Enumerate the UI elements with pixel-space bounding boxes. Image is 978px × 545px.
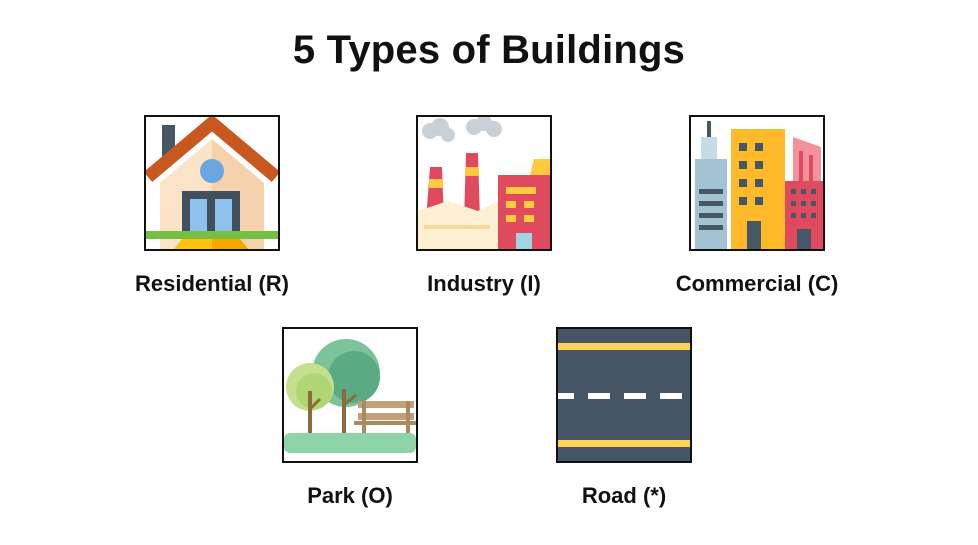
- road-icon: [556, 327, 692, 463]
- building-card-park: Park (O): [250, 327, 450, 509]
- factory-icon: [416, 115, 552, 251]
- building-label-residential: Residential (R): [134, 271, 290, 296]
- building-label-commercial: Commercial (C): [675, 271, 839, 296]
- building-card-industry: Industry (I): [384, 115, 584, 297]
- building-card-residential: Residential (R): [112, 115, 312, 297]
- house-icon: [144, 115, 280, 251]
- building-card-commercial: Commercial (C): [657, 115, 857, 297]
- office-buildings-icon: [689, 115, 825, 251]
- building-label-road: Road (*): [581, 483, 667, 508]
- park-icon: [282, 327, 418, 463]
- page-title: 5 Types of Buildings: [292, 28, 686, 72]
- building-card-road: Road (*): [524, 327, 724, 509]
- building-label-park: Park (O): [307, 483, 393, 508]
- building-label-industry: Industry (I): [427, 271, 541, 296]
